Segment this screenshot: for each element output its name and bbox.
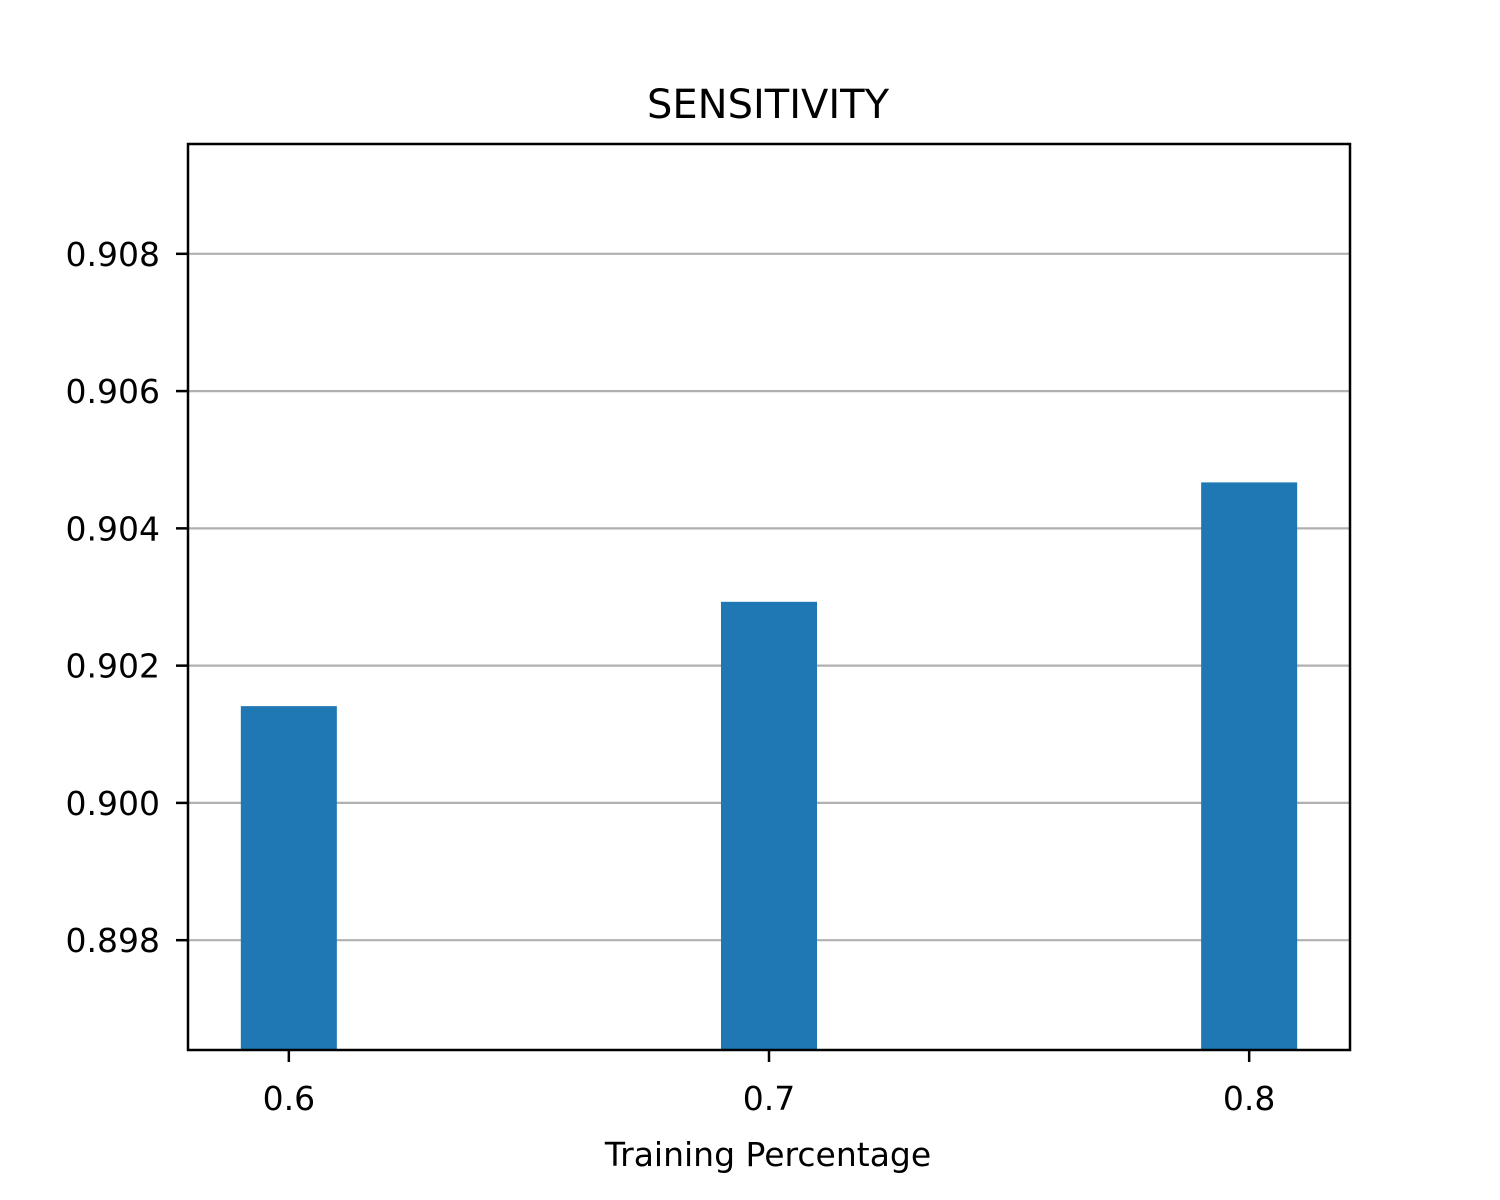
bar-0.7 (720, 601, 818, 1050)
y-tick-label: 0.908 (66, 235, 160, 274)
chart-title: SENSITIVITY (647, 82, 890, 128)
y-axis-ticks: 0.898 0.900 0.902 0.904 0.906 0.908 (66, 235, 188, 960)
x-tick-label: 0.8 (1223, 1079, 1275, 1118)
y-tick-label: 0.900 (66, 784, 160, 823)
y-tick-label: 0.898 (66, 921, 160, 960)
x-tick-label: 0.7 (743, 1079, 795, 1118)
x-axis-ticks: 0.6 0.7 0.8 (263, 1050, 1275, 1118)
bar-0.8 (1201, 482, 1298, 1050)
y-tick-label: 0.906 (66, 372, 160, 411)
y-tick-label: 0.904 (66, 509, 160, 548)
x-axis-title: Training Percentage (604, 1135, 931, 1174)
x-tick-label: 0.6 (263, 1079, 315, 1118)
y-tick-label: 0.902 (66, 647, 160, 686)
bars (240, 482, 1298, 1050)
bar-0.6 (240, 706, 337, 1050)
